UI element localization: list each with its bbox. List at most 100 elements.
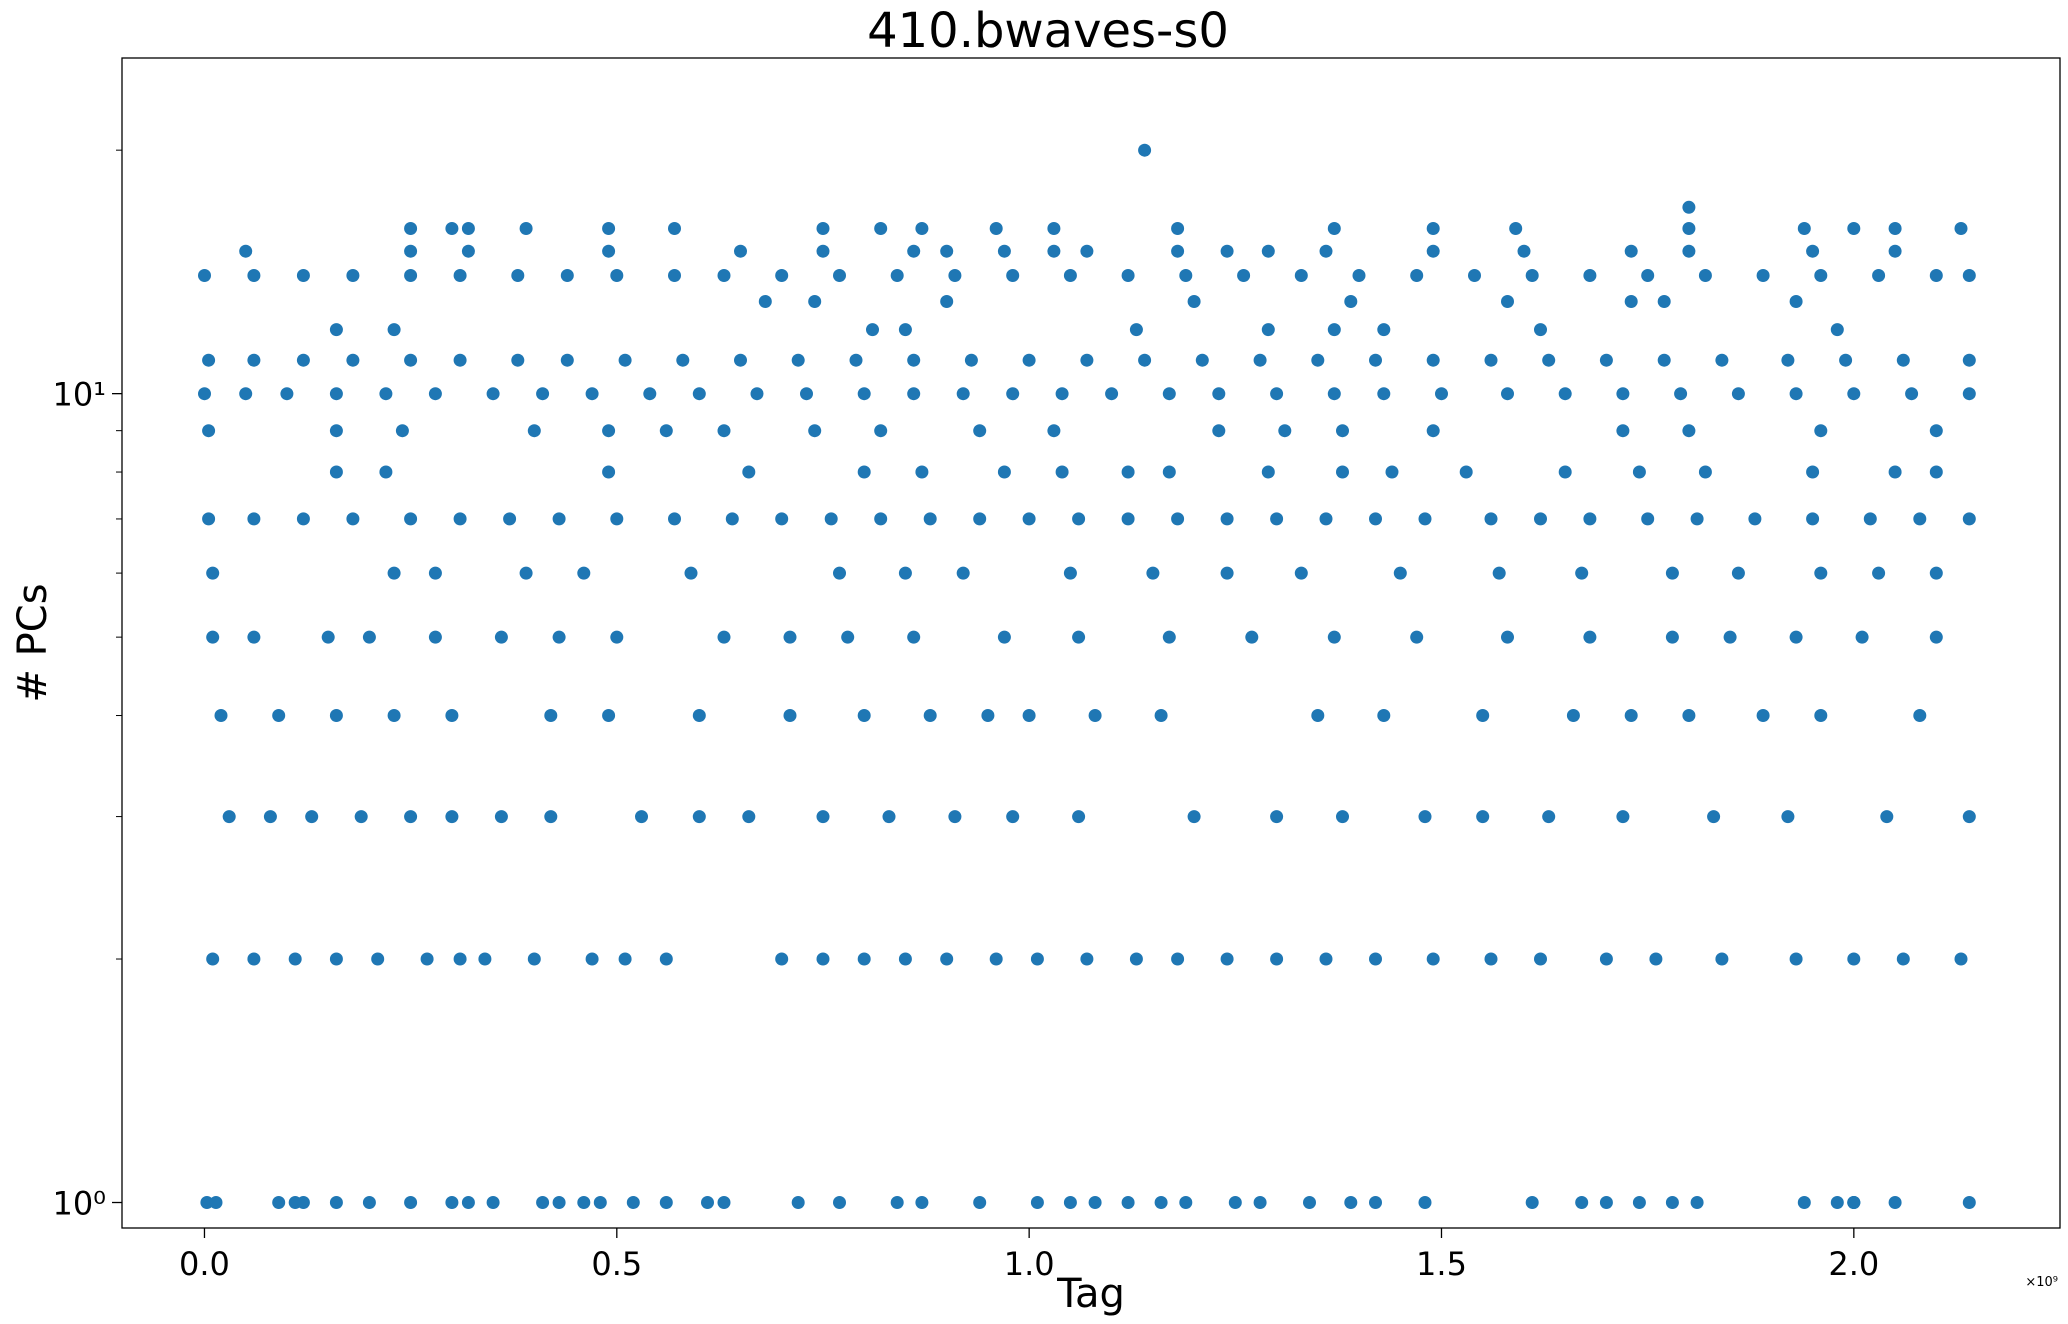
x-tick-label: 2.0 bbox=[1828, 1245, 1879, 1283]
x-tick-label: 1.0 bbox=[1004, 1245, 1055, 1283]
data-point bbox=[552, 512, 566, 526]
data-point bbox=[973, 512, 987, 526]
data-point bbox=[692, 387, 706, 401]
data-point bbox=[280, 387, 294, 401]
data-point bbox=[1484, 512, 1498, 526]
data-point bbox=[1369, 512, 1382, 526]
data-point bbox=[577, 566, 591, 580]
data-point bbox=[1525, 269, 1539, 282]
data-point bbox=[1484, 952, 1498, 966]
data-point bbox=[1327, 387, 1341, 401]
data-point bbox=[915, 1196, 929, 1209]
data-point bbox=[1426, 353, 1440, 367]
data-point bbox=[783, 630, 797, 644]
data-point bbox=[247, 952, 261, 966]
data-point bbox=[742, 810, 756, 824]
data-point bbox=[1377, 709, 1391, 722]
data-point bbox=[1698, 269, 1712, 282]
data-point bbox=[1715, 952, 1729, 966]
data-point bbox=[775, 952, 789, 966]
data-point bbox=[1731, 566, 1745, 580]
data-point bbox=[1707, 810, 1721, 824]
data-point bbox=[940, 952, 954, 966]
data-point bbox=[1138, 143, 1152, 157]
data-point bbox=[1072, 810, 1086, 824]
data-point bbox=[1311, 709, 1325, 722]
data-point bbox=[1369, 952, 1382, 966]
data-point bbox=[1624, 244, 1638, 258]
data-points bbox=[198, 143, 1976, 1209]
data-point bbox=[1179, 1196, 1193, 1209]
data-point bbox=[354, 810, 368, 824]
data-point bbox=[1641, 269, 1655, 282]
data-point bbox=[202, 424, 216, 438]
data-point bbox=[1847, 387, 1861, 401]
data-point bbox=[1294, 269, 1308, 282]
data-point bbox=[1913, 709, 1927, 722]
data-point bbox=[1599, 952, 1613, 966]
data-point bbox=[461, 244, 475, 258]
data-point bbox=[956, 566, 970, 580]
data-point bbox=[1632, 465, 1646, 479]
data-point bbox=[898, 566, 912, 580]
data-point bbox=[1220, 244, 1234, 258]
data-point bbox=[247, 353, 261, 367]
data-point bbox=[1055, 465, 1069, 479]
data-point bbox=[1294, 566, 1308, 580]
data-point bbox=[379, 387, 393, 401]
data-point bbox=[1171, 952, 1185, 966]
data-point bbox=[1872, 269, 1886, 282]
data-point bbox=[1962, 269, 1976, 282]
data-point bbox=[560, 353, 574, 367]
data-point bbox=[404, 810, 418, 824]
data-point bbox=[453, 269, 467, 282]
data-point bbox=[1723, 630, 1737, 644]
data-point bbox=[1237, 269, 1251, 282]
data-point bbox=[684, 566, 698, 580]
data-point bbox=[750, 387, 764, 401]
data-point bbox=[428, 630, 442, 644]
data-point bbox=[775, 512, 789, 526]
data-point bbox=[1072, 512, 1086, 526]
data-point bbox=[362, 630, 376, 644]
data-point bbox=[1121, 1196, 1135, 1209]
data-point bbox=[1929, 424, 1943, 438]
data-point bbox=[1253, 353, 1267, 367]
data-point bbox=[1839, 353, 1853, 367]
data-point bbox=[701, 1196, 714, 1209]
data-point bbox=[486, 1196, 500, 1209]
data-point bbox=[1047, 244, 1061, 258]
data-point bbox=[329, 952, 343, 966]
data-point bbox=[305, 810, 319, 824]
data-point bbox=[1599, 1196, 1613, 1209]
data-point bbox=[1962, 353, 1976, 367]
data-point bbox=[1154, 1196, 1168, 1209]
data-point bbox=[915, 465, 929, 479]
data-point bbox=[816, 222, 830, 235]
data-point bbox=[527, 952, 541, 966]
data-point bbox=[808, 295, 822, 308]
data-point bbox=[643, 387, 657, 401]
data-point bbox=[1369, 1196, 1382, 1209]
data-point bbox=[1352, 269, 1366, 282]
data-point bbox=[1929, 269, 1943, 282]
data-point bbox=[544, 810, 558, 824]
data-point bbox=[494, 810, 508, 824]
data-point bbox=[915, 222, 929, 235]
data-point bbox=[1566, 709, 1580, 722]
data-point bbox=[1789, 387, 1803, 401]
data-point bbox=[1261, 244, 1275, 258]
data-point bbox=[1088, 1196, 1102, 1209]
data-point bbox=[214, 709, 228, 722]
data-point bbox=[1665, 630, 1679, 644]
data-point bbox=[1558, 387, 1572, 401]
data-point bbox=[1929, 566, 1943, 580]
data-point bbox=[1327, 630, 1341, 644]
data-point bbox=[1030, 1196, 1044, 1209]
y-axis: 10⁰ 10¹ bbox=[52, 149, 122, 1223]
data-point bbox=[1616, 387, 1630, 401]
data-point bbox=[1872, 566, 1886, 580]
data-point bbox=[857, 465, 871, 479]
data-point bbox=[1575, 1196, 1589, 1209]
data-point bbox=[1220, 952, 1234, 966]
